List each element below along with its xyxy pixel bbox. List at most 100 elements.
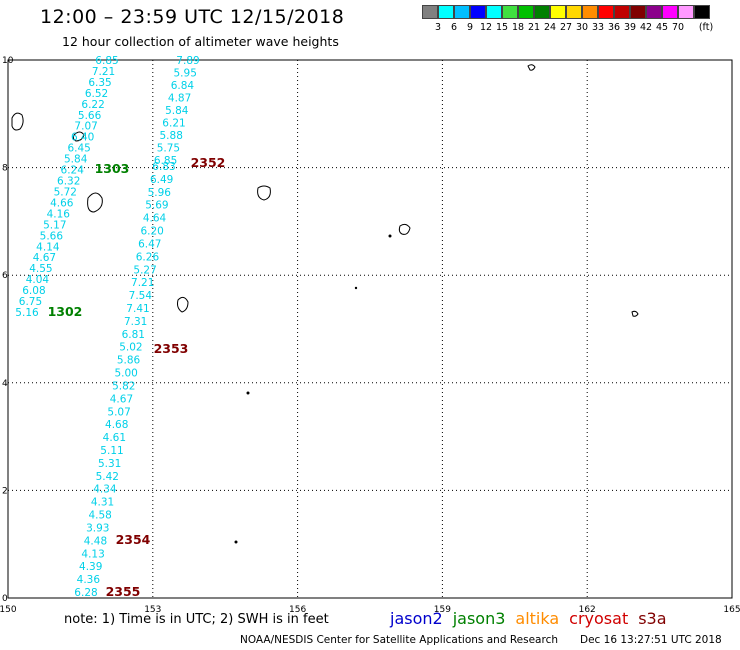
wave-height-value: 6.28 — [74, 587, 97, 599]
credit-line: NOAA/NESDIS Center for Satellite Applica… — [240, 634, 558, 646]
wave-height-value: 6.32 — [57, 176, 80, 188]
pass-time-label: 1302 — [48, 304, 83, 319]
legend-label: 3 — [434, 22, 442, 33]
lat-tick-label: 0 — [2, 594, 8, 604]
altimeter-tracks: 6.857.216.356.526.225.667.076.406.455.84… — [15, 55, 225, 599]
wave-height-value: 5.17 — [43, 219, 66, 231]
wave-height-value: 5.72 — [54, 186, 77, 198]
wave-height-value: 4.55 — [29, 263, 52, 275]
legend-label: 15 — [495, 22, 509, 33]
wave-height-value: 4.66 — [50, 197, 74, 209]
wave-height-value: 5.84 — [165, 105, 189, 117]
legend-swatch — [534, 5, 550, 19]
wave-height-value: 6.08 — [22, 285, 45, 297]
map-title: 12:00 – 23:59 UTC 12/15/2018 — [40, 6, 345, 28]
legend-swatch — [694, 5, 710, 19]
legend-swatch — [662, 5, 678, 19]
wave-height-value: 5.00 — [114, 368, 137, 380]
wave-height-value: 7.21 — [92, 66, 115, 78]
pass-time-label: 2355 — [106, 584, 141, 599]
satellite-legend: jason2 jason3 altika cryosat s3a — [390, 609, 677, 628]
wave-height-value: 5.69 — [145, 200, 168, 212]
wave-height-value: 6.83 — [152, 161, 175, 173]
wave-height-value: 5.27 — [133, 264, 156, 276]
map-grid — [7, 59, 733, 599]
wave-height-value: 6.81 — [122, 329, 145, 341]
satellite-name: jason2 — [390, 609, 443, 628]
legend-swatches — [422, 5, 710, 19]
wave-height-value: 4.48 — [84, 535, 107, 547]
island-outline — [527, 64, 536, 71]
legend-swatch — [502, 5, 518, 19]
map-frame — [7, 59, 733, 599]
wave-height-value: 6.20 — [140, 226, 163, 238]
wave-height-value: 5.82 — [112, 380, 135, 392]
wave-height-value: 6.35 — [88, 77, 111, 89]
satellite-name: altika — [515, 609, 560, 628]
wave-height-value: 4.36 — [77, 574, 101, 586]
wave-height-value: 5.66 — [40, 230, 64, 242]
wave-height-value: 7.31 — [124, 316, 147, 328]
satellite-name: s3a — [638, 609, 667, 628]
island-outline — [257, 185, 271, 201]
wave-height-value: 5.42 — [96, 471, 119, 483]
legend-swatch — [454, 5, 470, 19]
legend-label: 6 — [450, 22, 458, 33]
legend-label: 12 — [479, 22, 493, 33]
island-dot — [234, 540, 238, 544]
color-legend: 3 6 9 12 15 18 21 24 27 30 33 36 39 42 45 70 (ft) — [422, 5, 713, 33]
wave-height-value: 7.07 — [74, 121, 97, 133]
wave-height-value: 4.39 — [79, 561, 102, 573]
wave-height-value: 4.61 — [103, 432, 126, 444]
legend-label: 39 — [623, 22, 637, 33]
wave-height-value: 5.02 — [119, 342, 142, 354]
wave-height-value: 6.45 — [67, 143, 90, 155]
wave-height-value: 3.93 — [86, 522, 109, 534]
lon-tick-label: 165 — [723, 605, 740, 615]
legend-labels: 3 6 9 12 15 18 21 24 27 30 33 36 39 42 45 70 (ft) — [422, 22, 740, 36]
island-outline — [72, 131, 85, 142]
legend-label: 42 — [639, 22, 653, 33]
legend-label: 30 — [575, 22, 589, 33]
satellite-name: jason3 — [452, 609, 506, 628]
wave-height-value: 4.14 — [36, 241, 60, 253]
wave-height-value: 6.21 — [162, 118, 185, 130]
pass-time-label: 2352 — [191, 155, 226, 170]
wave-height-value: 4.58 — [88, 510, 111, 522]
island-outline — [631, 310, 639, 317]
wave-height-value: 6.75 — [19, 296, 42, 308]
wave-height-value: 5.75 — [157, 143, 180, 155]
wave-height-value: 5.11 — [100, 445, 123, 457]
legend-swatch — [678, 5, 694, 19]
lon-tick-label: 156 — [289, 605, 306, 615]
legend-label: 27 — [559, 22, 573, 33]
legend-swatch — [438, 5, 454, 19]
island-outline — [11, 112, 24, 131]
wave-height-value: 6.22 — [81, 99, 104, 111]
footnote: note: 1) Time is in UTC; 2) SWH is in fe… — [64, 612, 329, 627]
wave-height-value: 5.16 — [15, 307, 39, 319]
lat-tick-label: 6 — [2, 271, 8, 281]
wave-height-value: 6.24 — [61, 165, 85, 177]
wave-height-value: 4.64 — [143, 213, 167, 225]
wave-height-value: 6.85 — [95, 55, 118, 67]
wave-height-value: 4.31 — [91, 497, 114, 509]
wave-height-value: 6.26 — [136, 251, 160, 263]
lat-tick-label: 4 — [2, 379, 8, 389]
wave-height-value: 4.87 — [168, 93, 191, 105]
wave-height-value: 7.54 — [129, 290, 153, 302]
wave-height-value: 4.13 — [81, 548, 104, 560]
wave-height-value: 5.31 — [98, 458, 121, 470]
wave-height-value: 5.66 — [78, 110, 102, 122]
pass-time-label: 2353 — [154, 341, 189, 356]
wave-height-value: 6.52 — [85, 88, 108, 100]
wave-height-value: 7.89 — [176, 55, 199, 67]
lat-tick-label: 2 — [2, 486, 8, 496]
legend-swatch — [598, 5, 614, 19]
legend-swatch — [422, 5, 438, 19]
wave-height-value: 6.85 — [154, 155, 177, 167]
legend-label: 45 — [655, 22, 669, 33]
legend-swatch — [566, 5, 582, 19]
legend-swatch — [486, 5, 502, 19]
legend-label: 21 — [527, 22, 541, 33]
